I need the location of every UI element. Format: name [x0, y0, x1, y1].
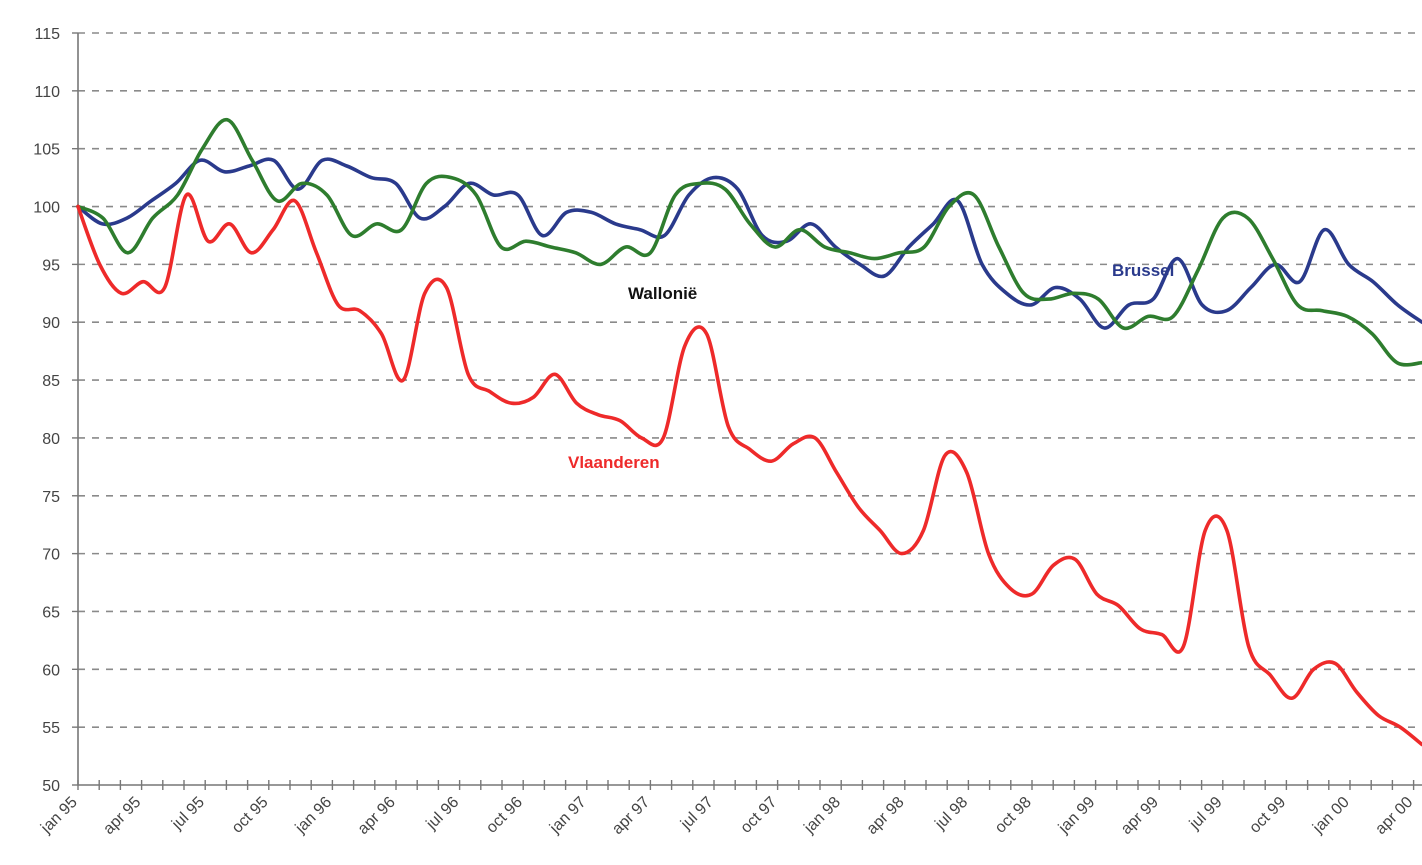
y-tick-label: 75 [42, 489, 60, 506]
x-tick-label: jul 96 [423, 794, 463, 834]
x-tick-label: jul 99 [1186, 794, 1226, 834]
y-tick-label: 60 [42, 662, 60, 679]
x-tick-label: jan 95 [37, 794, 81, 838]
gridlines [78, 32, 1422, 728]
x-tick-label: oct 97 [738, 794, 781, 837]
x-tick-label: jan 99 [1055, 794, 1099, 838]
x-tick-label: jan 98 [800, 794, 844, 838]
x-tick-label: jul 98 [931, 794, 971, 834]
x-tick-label: jul 97 [677, 794, 717, 834]
x-tick-label: apr 96 [355, 794, 399, 838]
series-line-wallonie [76, 117, 1422, 367]
y-tick-label: 50 [42, 778, 60, 795]
x-tick-label: oct 96 [483, 794, 526, 837]
y-tick-label: 110 [34, 84, 60, 101]
x-tick-label: jan 96 [292, 794, 336, 838]
x-tick-label: jan 00 [1309, 794, 1353, 838]
series-label-vlaanderen: Vlaanderen [568, 453, 660, 472]
x-tick-label: jul 95 [168, 794, 208, 834]
x-tick-label: apr 95 [100, 794, 144, 838]
y-tick-label: 65 [42, 604, 60, 621]
x-tick-label: oct 98 [992, 794, 1035, 837]
x-tick-label: oct 95 [229, 794, 272, 837]
y-tick-label: 105 [33, 142, 60, 159]
series-label-wallonie: Wallonië [628, 284, 697, 303]
y-tick-label: 90 [42, 315, 60, 332]
x-tick-label: jan 97 [546, 794, 590, 838]
axes: 50 55 60 65 70 75 80 85 90 95 100 105 110 115 jan 95 ap… [33, 26, 1422, 838]
y-tick-label: 55 [42, 720, 60, 737]
y-tick-label: 115 [34, 26, 60, 43]
x-tick-label: apr 99 [1118, 794, 1162, 838]
y-tick-label: 95 [42, 257, 60, 274]
y-tick-label: 85 [42, 373, 60, 390]
series-labels: Brussel Wallonië Vlaanderen [568, 261, 1174, 472]
x-tick-label: oct 99 [1246, 794, 1289, 837]
y-tick-label: 80 [42, 431, 60, 448]
y-tick-label: 70 [42, 547, 60, 564]
series-line-vlaanderen [76, 192, 1422, 747]
series-label-brussel: Brussel [1112, 261, 1174, 280]
x-tick-label: apr 00 [1372, 794, 1416, 838]
y-tick-label: 100 [33, 200, 60, 217]
series-lines [76, 117, 1422, 747]
series-line-brussel [76, 157, 1422, 330]
x-tick-label: apr 97 [609, 794, 653, 838]
x-tick-label: apr 98 [864, 794, 908, 838]
